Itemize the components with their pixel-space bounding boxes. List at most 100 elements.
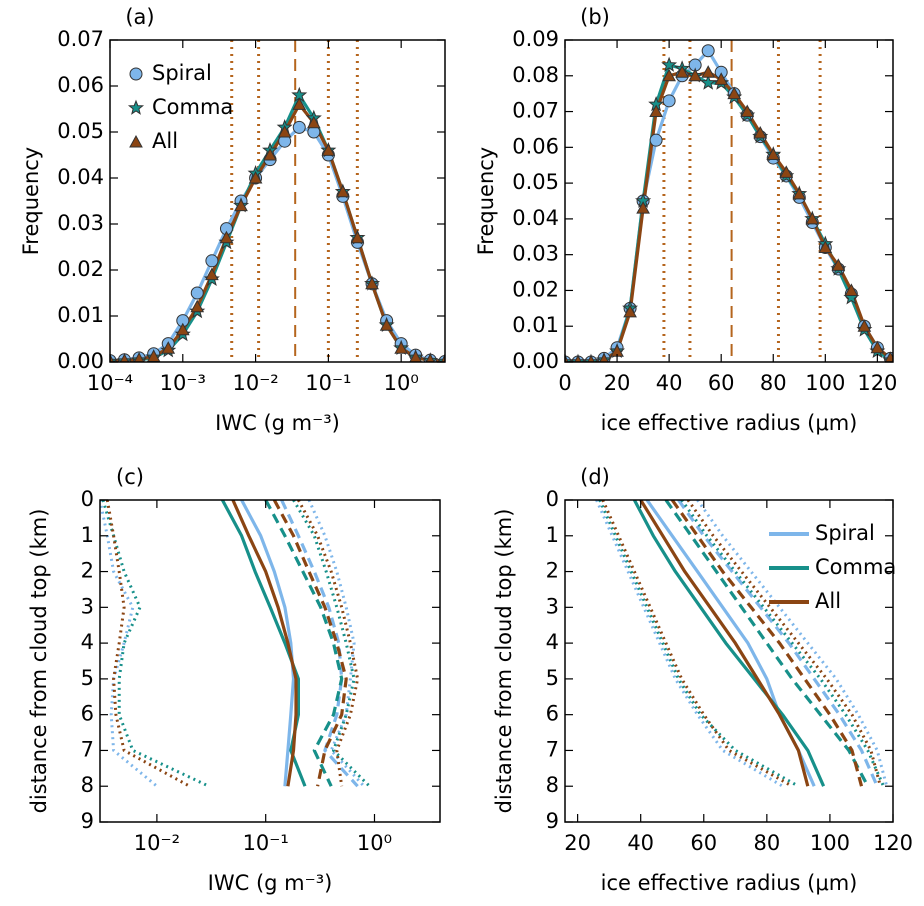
- y-tick-label: 0: [81, 487, 94, 511]
- panel: 0 20 40 60 80 100 120 0.00 0.01 0.02 0.03 0.04 0.05 0…: [474, 5, 897, 435]
- series-line: [677, 500, 879, 787]
- y-tick-label: 6: [546, 702, 559, 726]
- y-tick-label: 0.03: [57, 211, 104, 235]
- series-line: [565, 70, 892, 362]
- marker: [350, 230, 365, 244]
- marker: [110, 354, 115, 362]
- marker: [714, 72, 729, 85]
- x-tick-label: 10⁻²: [232, 371, 278, 395]
- marker: [792, 186, 807, 200]
- plot-frame: [99, 499, 441, 823]
- y-tick-label: 0.04: [512, 206, 559, 230]
- y-tick-label: 5: [546, 666, 559, 690]
- series-line: [240, 500, 296, 787]
- y-tick-label: 4: [81, 630, 94, 654]
- marker: [870, 340, 885, 354]
- y-tick-label: 7: [81, 737, 94, 761]
- marker: [884, 351, 893, 362]
- plot-area: [100, 500, 371, 788]
- marker: [636, 201, 650, 214]
- series-line: [565, 63, 892, 362]
- marker: [175, 322, 190, 336]
- series-line: [639, 500, 810, 787]
- y-tick-label: 7: [546, 737, 559, 761]
- y-tick-label: 0.01: [57, 303, 104, 327]
- panel: 10⁻⁴ 10⁻³ 10⁻² 10⁻¹ 10⁰ 0.00 0.01 0.02 0.03 0.04 0…: [19, 5, 446, 435]
- marker: [649, 133, 663, 147]
- marker: [248, 170, 263, 184]
- x-tick-label: 10⁻¹: [243, 831, 289, 855]
- x-tick-label: 10⁰: [384, 371, 419, 395]
- marker: [701, 65, 716, 78]
- marker: [129, 67, 143, 81]
- marker: [857, 319, 872, 332]
- legend-label: Comma: [152, 95, 233, 119]
- x-tick-label: 10⁻²: [134, 831, 180, 855]
- series-line: [292, 500, 371, 788]
- y-tick-label: 9: [546, 809, 559, 833]
- panel-label: (a): [125, 5, 154, 29]
- marker: [321, 143, 336, 156]
- marker: [379, 318, 394, 331]
- marker: [394, 341, 409, 354]
- y-tick-label: 0.05: [512, 170, 559, 194]
- series-line: [264, 500, 344, 787]
- y-tick-label: 2: [81, 559, 94, 583]
- marker: [740, 104, 755, 118]
- y-tick-label: 0.01: [512, 313, 559, 337]
- series-line: [307, 500, 366, 788]
- y-tick-label: 0: [546, 487, 559, 511]
- series-line: [632, 500, 826, 787]
- y-tick-label: 5: [81, 666, 94, 690]
- x-axis-label: ice effective radius (μm): [601, 411, 858, 435]
- y-tick-label: 0.03: [512, 242, 559, 266]
- marker: [292, 120, 306, 134]
- series-line: [696, 500, 889, 787]
- y-tick-label: 0.02: [57, 257, 104, 281]
- series-line: [101, 500, 210, 788]
- marker: [662, 94, 676, 108]
- series-line: [100, 500, 158, 788]
- legend-label: Comma: [815, 555, 896, 579]
- marker: [161, 341, 176, 354]
- series-line: [686, 500, 882, 787]
- series-line: [664, 500, 870, 787]
- marker: [119, 353, 130, 362]
- marker: [623, 304, 637, 318]
- series-line: [280, 500, 359, 788]
- y-tick-label: 0.04: [57, 165, 104, 189]
- x-tick-label: 60: [708, 371, 735, 395]
- plot-area: [110, 40, 445, 362]
- y-tick-label: 4: [546, 630, 559, 654]
- marker: [818, 240, 833, 254]
- x-tick-label: 100: [805, 371, 845, 395]
- marker: [335, 184, 350, 198]
- marker: [425, 353, 435, 362]
- plot-frame: [564, 39, 894, 363]
- y-tick-label: 1: [81, 523, 94, 547]
- marker: [831, 258, 846, 271]
- plot-area: [595, 500, 889, 788]
- marker: [844, 283, 859, 296]
- y-tick-label: 0.02: [512, 277, 559, 301]
- marker: [700, 74, 717, 90]
- panel-label: (c): [116, 465, 144, 489]
- y-tick-label: 0.09: [512, 27, 559, 51]
- marker: [365, 276, 379, 290]
- y-tick-label: 3: [81, 594, 94, 618]
- marker: [727, 86, 742, 100]
- series-line: [670, 500, 864, 787]
- y-tick-label: 0.05: [57, 119, 104, 143]
- y-tick-label: 8: [546, 773, 559, 797]
- marker: [440, 354, 445, 362]
- marker: [675, 65, 689, 78]
- y-tick-label: 0.06: [57, 73, 104, 97]
- plot-frame: [564, 499, 894, 823]
- x-axis-label: IWC (g m⁻³): [215, 411, 340, 435]
- marker: [190, 299, 205, 313]
- x-tick-label: 120: [857, 371, 897, 395]
- panel-label: (b): [580, 5, 610, 29]
- series-line: [680, 500, 885, 787]
- marker: [219, 230, 234, 244]
